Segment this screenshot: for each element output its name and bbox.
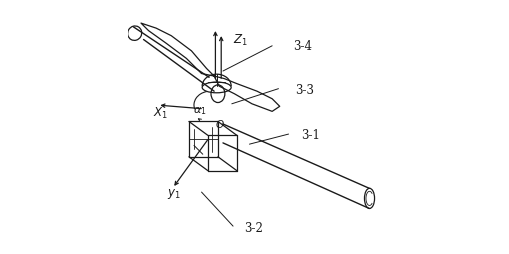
Text: 3-2: 3-2 [244,221,263,234]
Text: $O$: $O$ [215,117,224,129]
Text: $\alpha_1$: $\alpha_1$ [193,105,206,117]
Text: $y_1$: $y_1$ [167,187,181,201]
Text: $X_1$: $X_1$ [153,106,168,121]
Text: 3-3: 3-3 [295,84,314,97]
Text: $Z_1$: $Z_1$ [233,33,248,48]
Text: 3-1: 3-1 [301,128,320,141]
Text: 3-4: 3-4 [294,40,313,53]
